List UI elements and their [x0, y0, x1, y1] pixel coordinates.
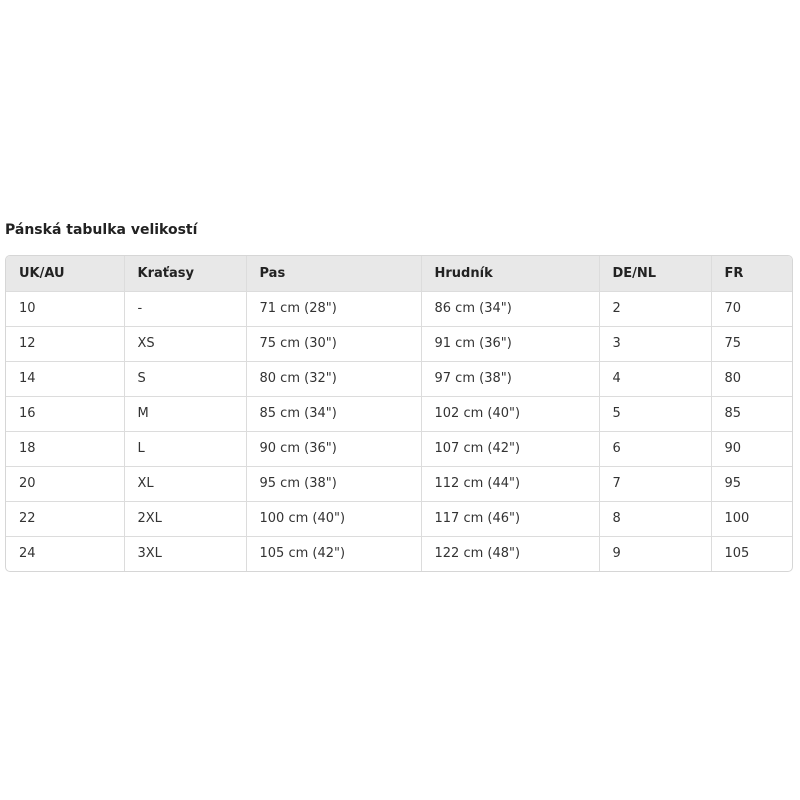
column-header: Kraťasy: [124, 256, 247, 292]
table-cell: XL: [124, 466, 247, 502]
table-cell: 90 cm (36"): [246, 431, 422, 467]
table-cell: 75 cm (30"): [246, 326, 422, 362]
table-cell: 16: [6, 396, 125, 432]
table-cell: 112 cm (44"): [421, 466, 600, 502]
table-cell: 105: [724, 546, 750, 562]
table-cell: 100: [711, 501, 792, 537]
table-cell: 2: [599, 291, 712, 327]
table-cell: 71 cm (28"): [246, 291, 422, 327]
column-header: DE/NL: [599, 256, 712, 292]
table-cell: -: [124, 291, 247, 327]
table-cell: 122 cm (48"): [421, 536, 600, 571]
table-cell: L: [124, 431, 247, 467]
table-row: 24 3XL 105 cm (42") 122 cm (48") 9 105: [6, 536, 792, 571]
table-cell: 97 cm (38"): [421, 361, 600, 397]
table-cell: 100 cm (40"): [246, 501, 422, 537]
table-cell: 75: [711, 326, 792, 362]
table-cell: S: [124, 361, 247, 397]
table-cell: 80 cm (32"): [246, 361, 422, 397]
table-cell: 91 cm (36"): [421, 326, 600, 362]
table-cell: 3: [599, 326, 712, 362]
table-cell: 105 cm (42"): [246, 536, 422, 571]
table-row: 10-71 cm (28") 86 cm (34") 2 70: [6, 291, 792, 327]
table-cell: 85: [711, 396, 792, 432]
table-cell: 102 cm (40"): [421, 396, 600, 432]
table-cell: 9: [599, 536, 712, 571]
table-cell: 6: [599, 431, 712, 467]
size-chart-table-container: UK/AU Kraťasy Pas Hrudník DE/NL FR 10-71 cm (…: [5, 255, 793, 572]
table-header-row: UK/AU Kraťasy Pas Hrudník DE/NL FR: [6, 256, 792, 292]
table-cell: 18: [6, 431, 125, 467]
column-header: Hrudník: [421, 256, 600, 292]
table-cell: 24: [6, 536, 125, 571]
page-title: Pánská tabulka velikostí: [5, 222, 198, 238]
table-cell: 2XL: [124, 501, 247, 537]
column-header: Pas: [246, 256, 422, 292]
table-cell: 10: [6, 291, 125, 327]
table-cell: 95: [711, 466, 792, 502]
table-cell: M: [124, 396, 247, 432]
column-header: FR: [711, 256, 792, 292]
table-row: 12 XS 75 cm (30") 91 cm (36") 3 75: [6, 326, 792, 362]
table-cell: 86 cm (34"): [421, 291, 600, 327]
table-cell: 20: [6, 466, 125, 502]
table-row: 14 S 80 cm (32") 97 cm (38") 4 80: [6, 361, 792, 397]
column-header: UK/AU: [6, 256, 125, 292]
table-cell: 107 cm (42"): [421, 431, 600, 467]
table-cell: 8: [599, 501, 712, 537]
table-cell: 95 cm (38"): [246, 466, 422, 502]
size-chart-table: UK/AU Kraťasy Pas Hrudník DE/NL FR 10-71 cm (…: [6, 256, 792, 571]
table-cell: 85 cm (34"): [246, 396, 422, 432]
table-cell: XS: [124, 326, 247, 362]
table-cell: 5: [599, 396, 712, 432]
table-cell: 80: [711, 361, 792, 397]
table-row: 18 L 90 cm (36") 107 cm (42") 6 90: [6, 431, 792, 467]
table-cell: 4: [599, 361, 712, 397]
table-row: 22 2XL 100 cm (40") 117 cm (46") 8 100: [6, 501, 792, 537]
table-row: 20 XL 95 cm (38") 112 cm (44") 7 95: [6, 466, 792, 502]
table-cell: 22: [6, 501, 125, 537]
table-row: 16 M 85 cm (34") 102 cm (40") 5 85: [6, 396, 792, 432]
table-cell: 70: [711, 291, 792, 327]
table-cell: 117 cm (46"): [421, 501, 600, 537]
table-cell: 90: [711, 431, 792, 467]
table-cell: 3XL: [124, 536, 247, 571]
table-cell: 12: [6, 326, 125, 362]
table-cell: 14: [6, 361, 125, 397]
table-cell: 7: [599, 466, 712, 502]
